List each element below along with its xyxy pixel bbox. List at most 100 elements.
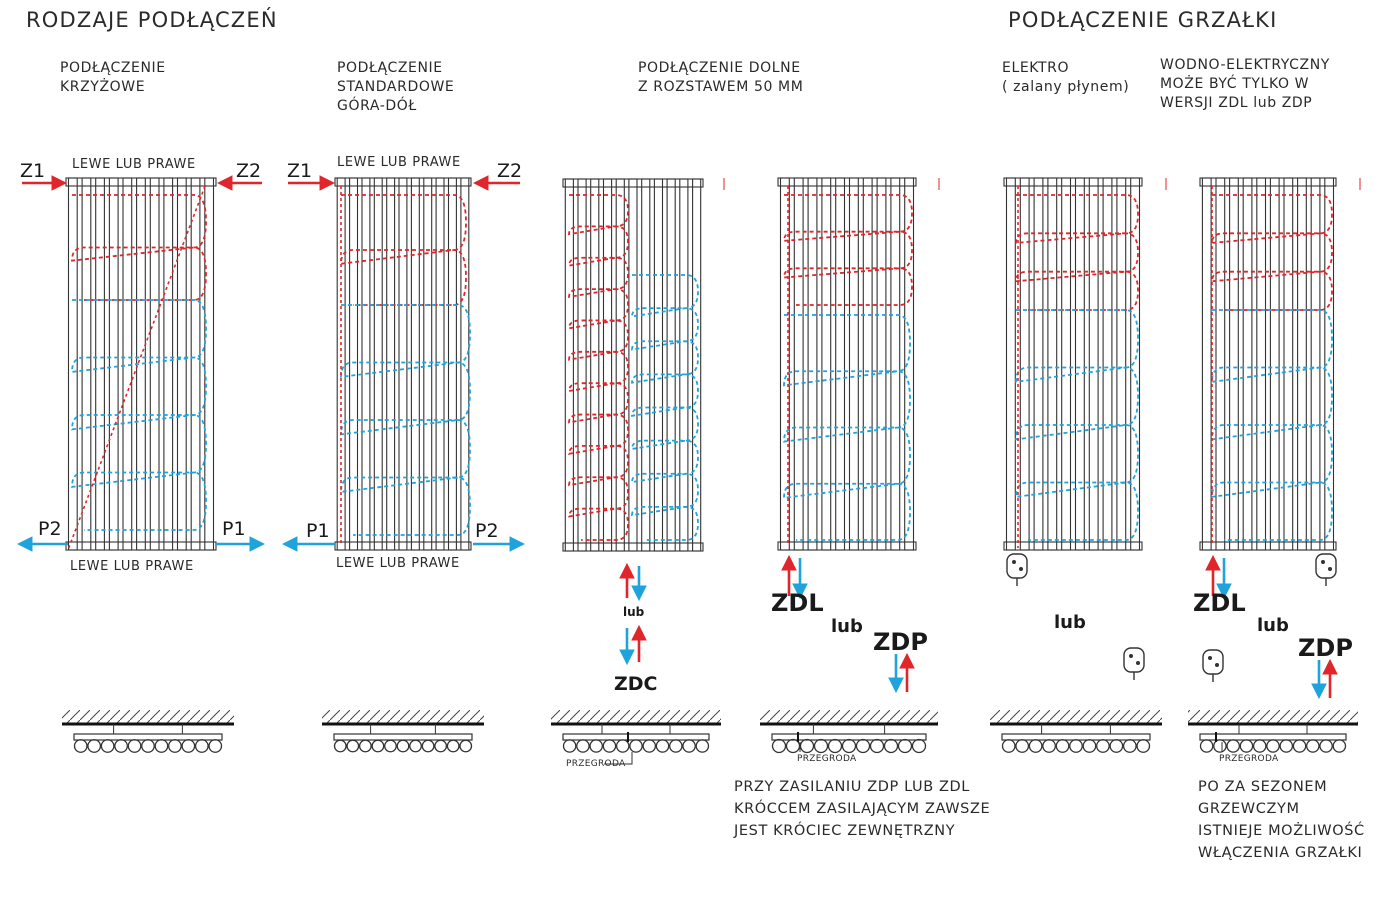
section-title-elektro: ELEKTRO ( zalany płynem) [1002,60,1130,95]
section-title-cross: PODŁĄCZENIE KRZYŻOWE [60,60,166,95]
wall-hatch [990,710,1162,724]
radiator-tube [692,178,702,552]
tube-section [883,738,899,754]
radiator-tube [779,177,790,551]
radiator-tube [386,177,396,551]
radiator-tube [460,177,470,551]
radiator-tube [163,177,174,551]
radiator-tube [862,177,873,551]
tube-section [813,738,829,754]
radiator-bottom-collector [334,541,472,551]
partition-pointer [604,752,633,765]
radiator-tube [679,178,689,552]
radiator-tube [1310,177,1321,551]
tube-section [100,739,115,753]
hybrid-zdp-code: ZDP [1298,634,1353,662]
cross-z1-label: Z1 [20,160,46,182]
flow-standard-cold [340,304,471,536]
radiator-top-collector [1199,177,1337,187]
tube-section [602,739,617,753]
tube-section [841,738,857,754]
radiator-tube [821,177,832,551]
note-offseason-heater: PO ZA SEZONEM GRZEWCZYM ISTNIEJE MOŻLIWO… [1198,779,1365,861]
collector-plan [73,733,223,741]
radiator-tube [81,177,92,551]
flow-path [1015,194,1139,311]
flow-hybrid-hot [1211,194,1333,311]
flow-path [71,194,207,301]
radiator-tube [1074,177,1085,551]
flow-elektro-cold [1015,309,1139,541]
flow-elektro-hot [1015,194,1139,311]
radiator-tube [1047,177,1058,551]
tube-section [1319,739,1333,753]
standard-z1-label: Z1 [287,160,313,182]
radiator-cross [65,177,217,551]
flow-path [783,194,913,306]
flow-standard-hot [340,194,467,306]
flow-zdl-cold [783,314,911,541]
flow-cross-hot [71,194,207,301]
flow-zdl-hot [783,194,913,306]
partition-label-zdp: PRZEGRODA [797,754,857,764]
heater-hybrid-right [1315,553,1337,586]
radiator-tube [1269,177,1280,551]
tube-section [655,739,670,753]
radiator-tube [653,178,664,552]
tube-section [141,739,155,753]
radiator-bottom-collector [1199,541,1337,551]
radiator-tube [1088,177,1099,551]
heater-dot [1129,654,1133,658]
wall-hatch [551,710,721,724]
standard-p2-label: P2 [475,520,499,542]
collector-plan [1001,733,1151,741]
tube-section [1001,739,1016,753]
tube-section [1122,739,1137,753]
collector-plan [562,733,710,741]
radiator-tube [108,177,119,551]
heading-heater-connection: PODŁĄCZENIE GRZAŁKI [1008,8,1278,32]
radiator-tube [204,177,215,551]
heading-connection-types: RODZAJE PODŁĄCZEŃ [26,8,278,32]
tube-section [642,739,657,753]
radiator-top-collector [334,177,472,187]
standard-p1-label: P1 [306,520,330,542]
heater-dot [1321,560,1325,564]
wall-hatch [62,710,234,724]
radiator-hybrid [1199,177,1337,551]
radiator-tube [361,177,371,551]
radiator-tube [615,178,625,552]
radiator-tube [1061,177,1072,551]
tube-section [562,739,577,753]
tube-section [1136,739,1151,753]
hybrid-zdl-code: ZDL [1193,589,1246,617]
zdl-code: ZDL [771,589,824,617]
tube-section [911,738,927,754]
radiator-bottom-collector [562,542,704,552]
flow-path [340,304,471,536]
heater-dot [1328,567,1332,571]
tube-section [897,738,913,754]
radiator-tube [1324,177,1335,551]
flow-hybrid-cold [1211,309,1333,541]
cross-diagonal-flow [67,185,206,551]
tube-section [1069,739,1083,753]
radiator-tube [410,177,420,551]
radiator-tube [1283,177,1294,551]
tube-section [384,739,397,753]
heater-hybrid-left [1202,649,1224,682]
tube-section [576,739,590,753]
radiator-tube [1242,177,1253,551]
flow-cross-cold [71,299,207,531]
tube-section [1213,739,1227,753]
tube-section [1292,739,1307,753]
tube-section [421,739,435,753]
radiator-tube [1005,177,1016,551]
radiator-zdc [562,178,704,552]
radiator-tube [1102,177,1113,551]
tube-section [1199,739,1214,753]
heater-body [1123,647,1145,673]
zdc-lub-label: lub [623,605,645,619]
zdl-zdp-lub-label: lub [831,616,863,637]
heater-body [1202,649,1224,675]
